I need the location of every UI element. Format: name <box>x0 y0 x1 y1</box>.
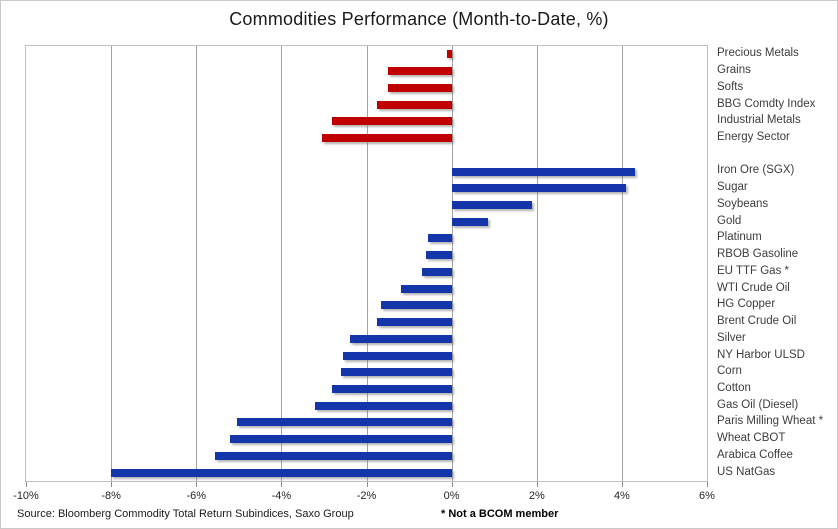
bar-precious-metals <box>447 50 452 59</box>
bar-softs <box>387 83 452 92</box>
bar-hg-copper <box>381 301 452 310</box>
bar-eu-ttf-gas <box>421 267 452 276</box>
gridline--4 <box>281 46 282 481</box>
bar-cotton <box>332 385 452 393</box>
tick-mark-2 <box>367 482 368 487</box>
category-label-wheat-cbot: Wheat CBOT <box>717 432 786 445</box>
bar-us-natgas <box>111 468 452 477</box>
bar-wti-crude-oil <box>400 284 452 293</box>
category-label-eu-ttf-gas: EU TTF Gas * <box>717 264 789 277</box>
tick-label-4: 4% <box>613 490 630 502</box>
bcom-footnote: * Not a BCOM member <box>441 508 559 520</box>
tick-mark-4 <box>281 482 282 487</box>
tick-mark-6 <box>196 482 197 487</box>
category-label-gas-oil-diesel: Gas Oil (Diesel) <box>717 398 799 411</box>
category-label-iron-ore-sgx: Iron Ore (SGX) <box>717 164 795 177</box>
bar-corn <box>341 368 452 377</box>
category-label-silver: Silver <box>717 331 746 344</box>
category-label-gold: Gold <box>717 214 742 227</box>
bar-arabica-coffee <box>215 451 452 460</box>
category-label-hg-copper: HG Copper <box>717 298 776 311</box>
bar-sugar <box>451 184 627 193</box>
bar-gas-oil-diesel <box>315 401 452 410</box>
category-label-industrial-metals: Industrial Metals <box>717 114 801 127</box>
plot-area <box>25 45 708 482</box>
category-label-platinum: Platinum <box>717 231 762 244</box>
category-label-ny-harbor-ulsd: NY Harbor ULSD <box>717 348 805 361</box>
tick-label-6: 6% <box>699 490 715 502</box>
bar-silver <box>349 334 452 343</box>
chart-title: Commodities Performance (Month-to-Date, … <box>229 9 609 29</box>
tick-mark-6 <box>707 482 708 487</box>
bar-industrial-metals <box>332 117 452 126</box>
category-label-paris-milling-wheat: Paris Milling Wheat * <box>717 415 824 428</box>
category-label-cotton: Cotton <box>717 381 751 394</box>
tick-mark-2 <box>537 482 538 487</box>
bar-paris-milling-wheat <box>236 418 452 427</box>
tick-label-10: -10% <box>13 490 39 502</box>
bar-brent-crude-oil <box>377 318 452 327</box>
bar-energy-sector <box>321 134 452 142</box>
tick-label-6: -6% <box>186 490 207 502</box>
category-label-softs: Softs <box>717 80 744 93</box>
gridline--2 <box>367 46 368 481</box>
gridline--6 <box>196 46 197 481</box>
bar-rbob-gasoline <box>426 251 452 260</box>
category-label-precious-metals: Precious Metals <box>717 47 799 60</box>
tick-label-2: 2% <box>528 490 545 502</box>
category-label-corn: Corn <box>717 365 742 378</box>
bar-bbg-comdty-index <box>377 100 452 109</box>
category-label-grains: Grains <box>717 64 751 77</box>
gridline-4 <box>622 46 623 481</box>
category-label-us-natgas: US NatGas <box>717 465 776 478</box>
tick-label-0: 0% <box>443 490 460 502</box>
gridline--8 <box>111 46 112 481</box>
bar-grains <box>387 67 452 76</box>
bar-soybeans <box>451 200 533 209</box>
tick-label-2: -2% <box>356 490 377 502</box>
tick-label-8: -8% <box>101 490 121 502</box>
category-label-sugar: Sugar <box>717 181 748 194</box>
category-label-rbob-gasoline: RBOB Gasoline <box>717 248 799 261</box>
tick-mark-8 <box>111 482 112 487</box>
tick-mark-4 <box>622 482 623 487</box>
bar-platinum <box>428 234 452 243</box>
category-label-arabica-coffee: Arabica Coffee <box>717 448 793 461</box>
bar-gold <box>451 217 488 226</box>
tick-mark-10 <box>26 482 27 487</box>
bar-wheat-cbot <box>230 435 452 444</box>
category-label-bbg-comdty-index: BBG Comdty Index <box>717 97 816 110</box>
category-label-wti-crude-oil: WTI Crude Oil <box>717 281 790 294</box>
bar-iron-ore-sgx <box>451 167 635 176</box>
category-label-energy-sector: Energy Sector <box>717 131 790 144</box>
gridline-2 <box>537 46 538 481</box>
source-note: Source: Bloomberg Commodity Total Return… <box>17 508 354 520</box>
bar-ny-harbor-ulsd <box>343 351 452 360</box>
tick-label-4: -4% <box>271 490 292 502</box>
gridline-0 <box>452 46 453 481</box>
category-label-soybeans: Soybeans <box>717 197 769 210</box>
tick-mark-0 <box>452 482 453 487</box>
category-label-brent-crude-oil: Brent Crude Oil <box>717 315 797 328</box>
